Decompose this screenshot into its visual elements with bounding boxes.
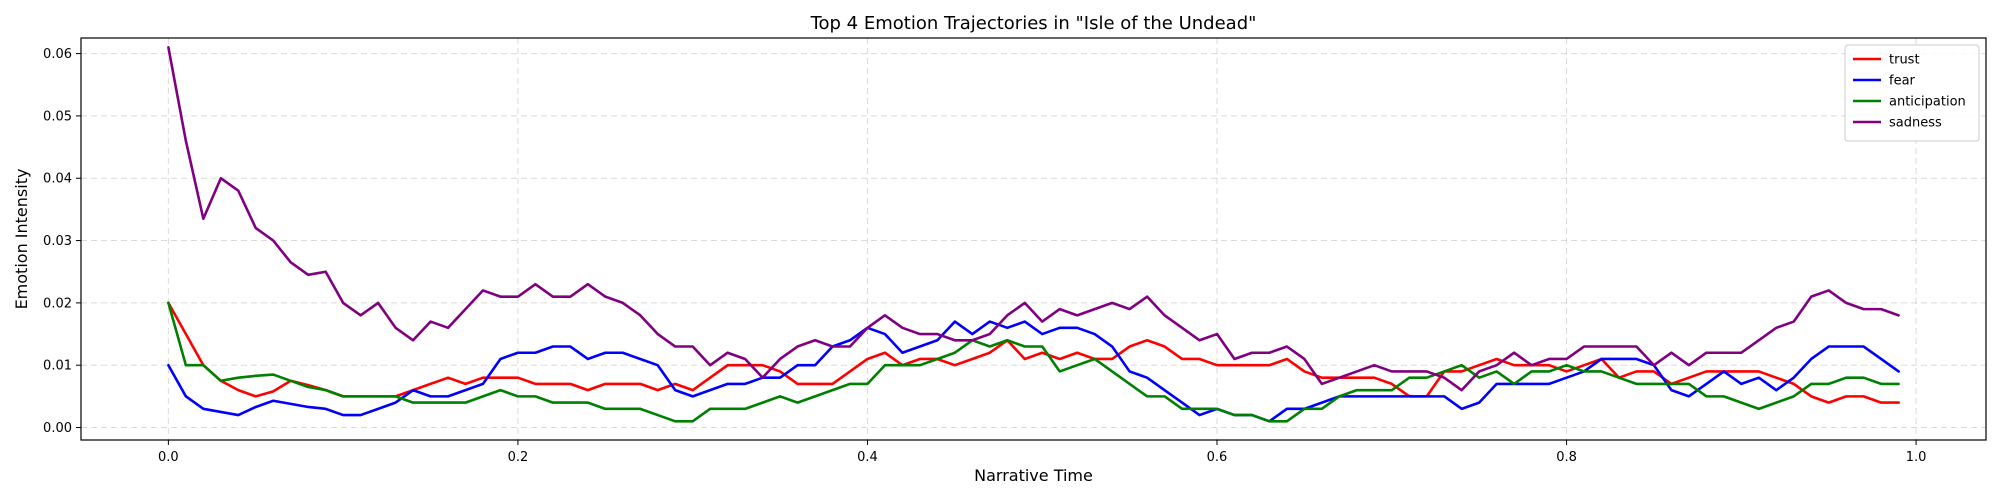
x-tick-label: 0.8 xyxy=(1556,450,1577,465)
x-axis-ticks: 0.0 0.2 0.4 0.6 0.8 1.0 xyxy=(158,440,1926,465)
legend: trust fear anticipation sadness xyxy=(1844,44,1980,142)
y-tick-label: 0.04 xyxy=(43,172,72,187)
chart-title: Top 4 Emotion Trajectories in "Isle of t… xyxy=(810,13,1257,34)
x-tick-label: 0.2 xyxy=(508,450,529,465)
y-tick-label: 0.05 xyxy=(43,109,72,124)
y-tick-label: 0.01 xyxy=(43,359,72,374)
y-axis-label: Emotion Intensity xyxy=(12,169,31,310)
series-lines xyxy=(167,46,1900,423)
series-line-sadness xyxy=(167,46,1900,392)
series-line-anticipation xyxy=(167,301,1900,423)
legend-items: trust fear anticipation sadness xyxy=(1853,53,1966,131)
x-axis-label: Narrative Time xyxy=(974,466,1093,485)
x-tick-label: 0.6 xyxy=(1207,450,1228,465)
legend-label-sadness: sadness xyxy=(1889,116,1942,131)
legend-label-fear: fear xyxy=(1889,74,1916,89)
plot-frame xyxy=(80,37,1987,441)
y-axis-ticks: 0.00 0.01 0.02 0.03 0.04 0.05 0.06 xyxy=(43,47,81,436)
y-tick-label: 0.00 xyxy=(43,421,72,436)
series-line-fear xyxy=(167,320,1900,423)
x-tick-label: 0.4 xyxy=(857,450,878,465)
x-tick-label: 0.0 xyxy=(158,450,179,465)
series-line-trust xyxy=(167,301,1900,404)
legend-label-anticipation: anticipation xyxy=(1889,95,1966,110)
y-tick-label: 0.03 xyxy=(43,234,72,249)
y-tick-label: 0.02 xyxy=(43,296,72,311)
legend-label-trust: trust xyxy=(1889,53,1920,68)
grid-lines xyxy=(81,38,1986,440)
x-tick-label: 1.0 xyxy=(1906,450,1927,465)
y-tick-label: 0.06 xyxy=(43,47,72,62)
legend-box xyxy=(1844,44,1980,142)
